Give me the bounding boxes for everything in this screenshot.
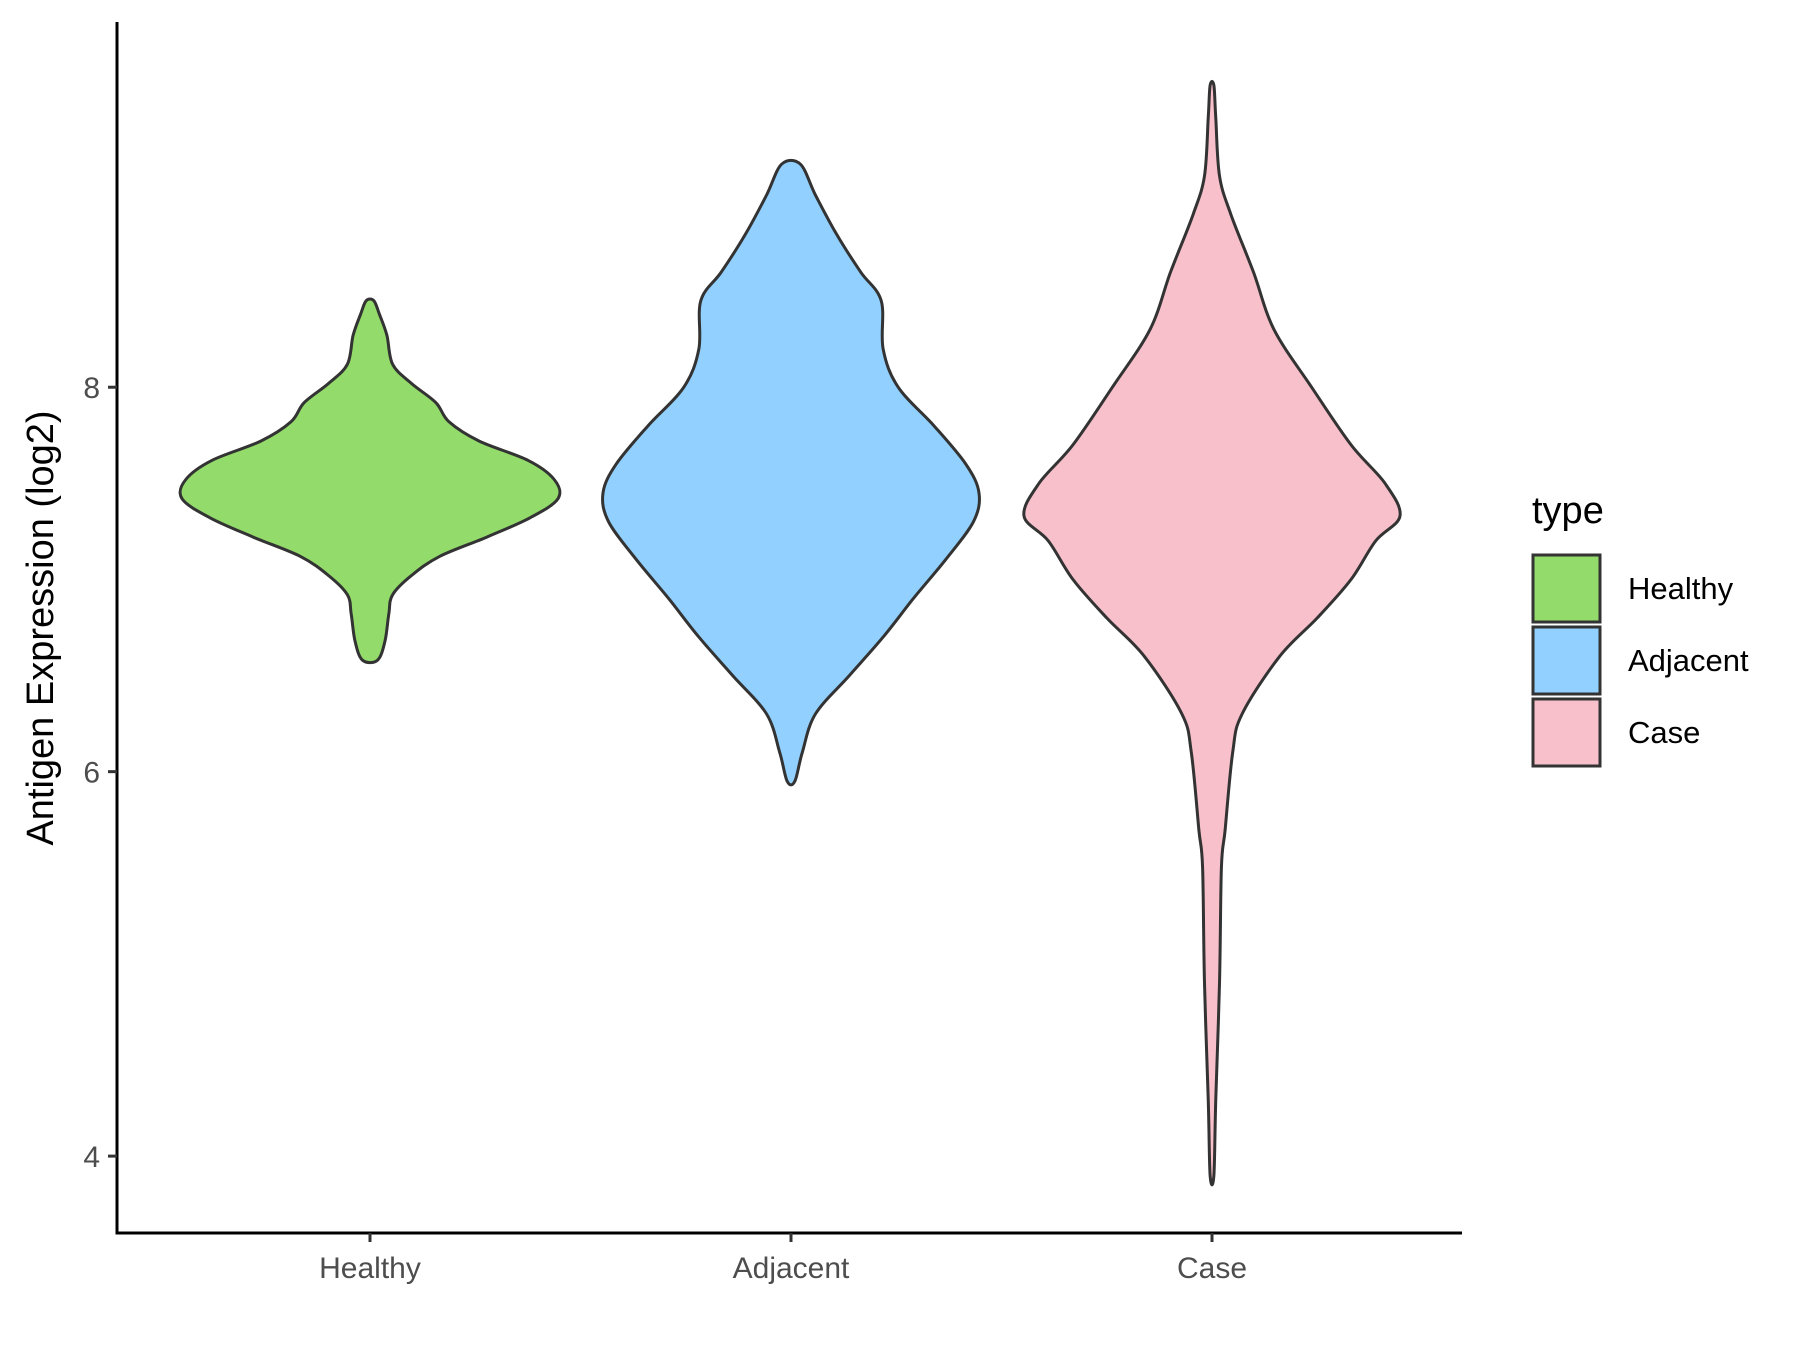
violin-healthy: [178, 297, 562, 665]
violin-adjacent: [601, 158, 981, 787]
violin-case: [1022, 79, 1402, 1187]
y-axis-title: Antigen Expression (log2): [20, 410, 62, 845]
x-tick-label-healthy: Healthy: [319, 1252, 421, 1285]
legend-key-adjacent: [1531, 625, 1602, 696]
legend-key-case: [1531, 697, 1602, 768]
x-axis-ticks: Healthy Adjacent Case: [319, 1233, 1247, 1285]
legend-key-healthy: [1531, 553, 1602, 624]
legend: type Healthy Adjacent Case: [1531, 490, 1749, 768]
legend-label-healthy: Healthy: [1628, 571, 1734, 606]
violin-group: [178, 79, 1402, 1187]
y-tick-label: 8: [83, 372, 100, 405]
legend-label-adjacent: Adjacent: [1628, 643, 1749, 678]
y-axis-ticks: 4 6 8: [83, 372, 117, 1174]
x-tick-label-case: Case: [1177, 1252, 1247, 1285]
legend-label-case: Case: [1628, 715, 1700, 750]
y-tick-label: 4: [83, 1141, 100, 1174]
legend-title: type: [1532, 490, 1604, 532]
x-tick-label-adjacent: Adjacent: [733, 1252, 850, 1285]
y-tick-label: 6: [83, 757, 100, 790]
